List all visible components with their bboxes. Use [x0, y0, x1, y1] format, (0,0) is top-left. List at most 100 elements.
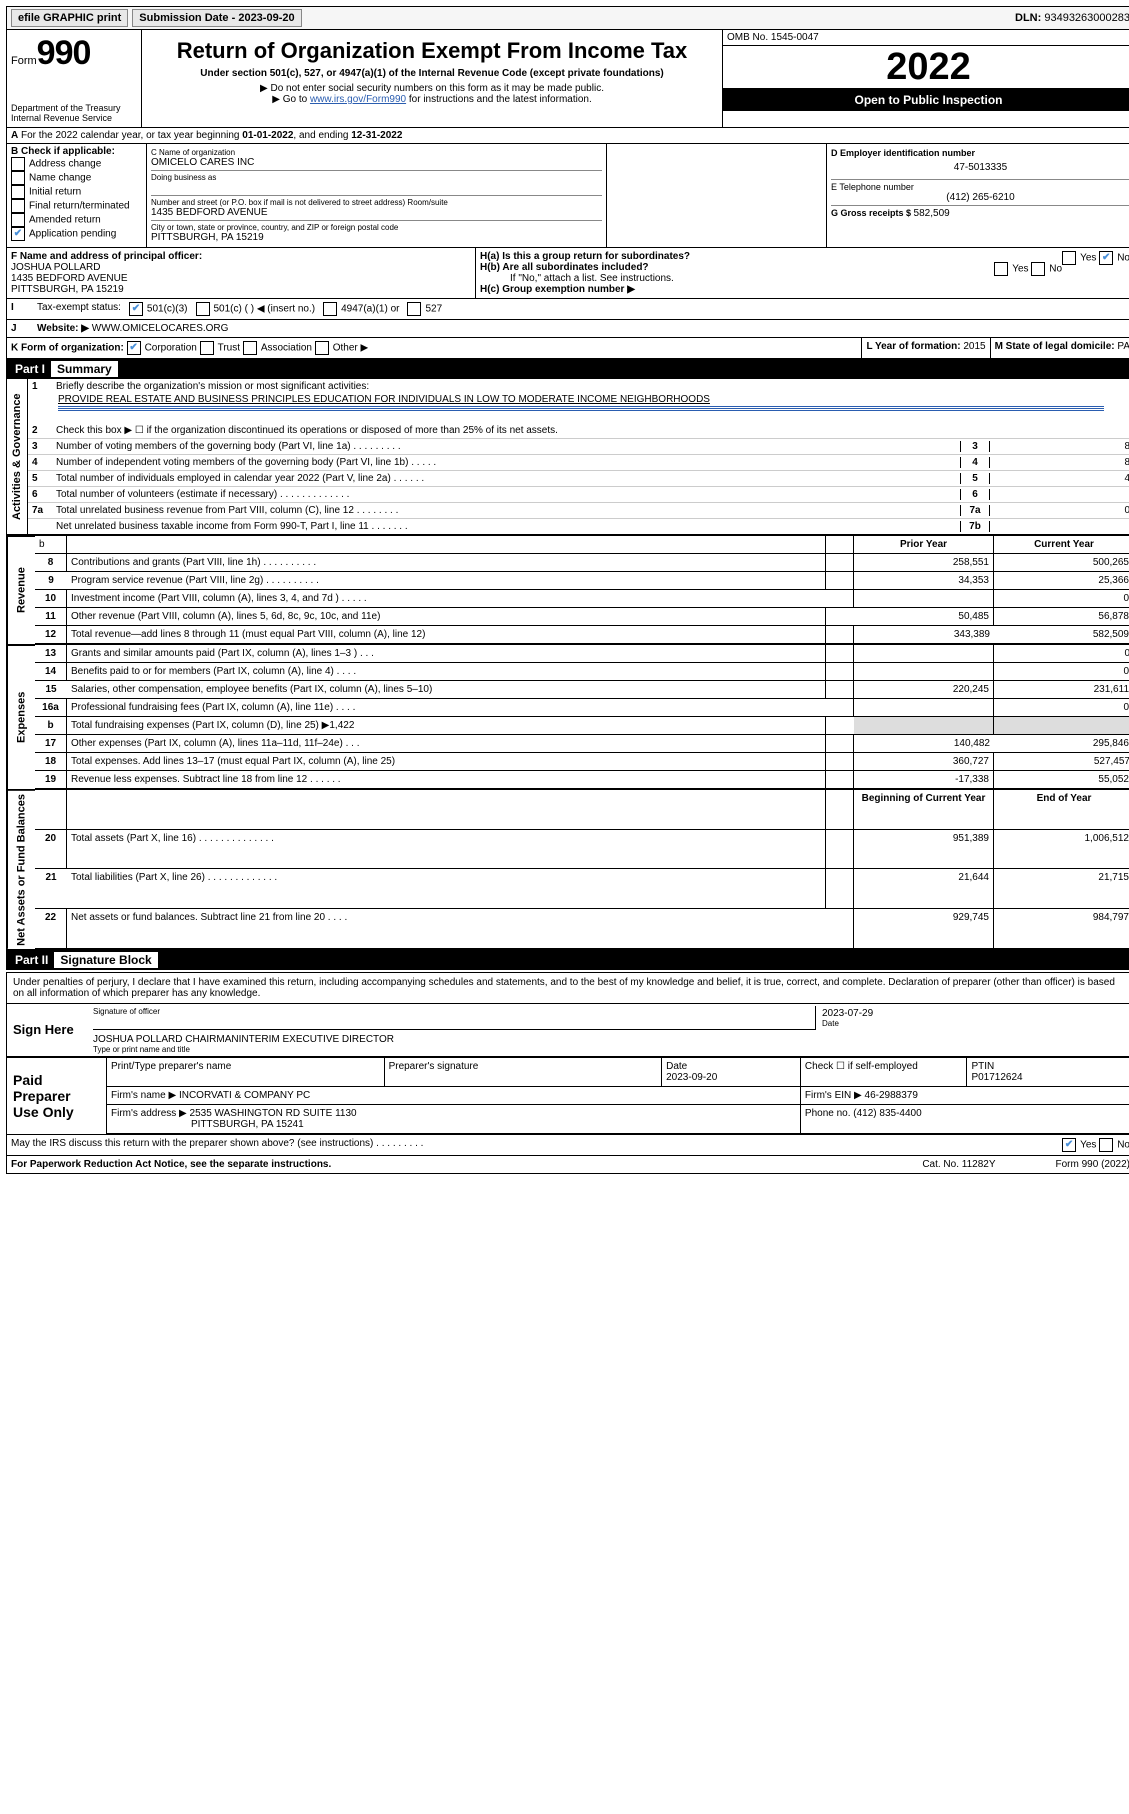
exp-py-16a [854, 699, 994, 717]
cb-501c3[interactable]: ✔501(c)(3) [125, 299, 192, 319]
c2: Preparer's signature [385, 1058, 663, 1087]
street-label: Number and street (or P.O. box if mail i… [151, 198, 602, 207]
exp-t-19: Revenue less expenses. Subtract line 18 … [67, 771, 826, 789]
cb-corp[interactable]: ✔ [127, 341, 141, 355]
rev-n-8: 8 [35, 554, 67, 572]
part2-header: Part IISignature Block [6, 950, 1129, 970]
net-py-22: 929,745 [854, 909, 994, 949]
firm-name: INCORVATI & COMPANY PC [179, 1090, 310, 1101]
dba-label: Doing business as [151, 173, 602, 182]
vlabel-gov: Activities & Governance [7, 379, 28, 534]
submission-date-button[interactable]: Submission Date - 2023-09-20 [132, 9, 301, 27]
b-label: B Check if applicable: [11, 146, 142, 157]
gov-line-5: Total number of individuals employed in … [56, 473, 960, 484]
gov-line-7a: Total unrelated business revenue from Pa… [56, 505, 960, 516]
name-lbl: Type or print name and title [93, 1045, 1128, 1054]
vlabel-rev: Revenue [7, 536, 35, 644]
efile-print-button[interactable]: efile GRAPHIC print [11, 9, 128, 27]
col-eoy: End of Year [994, 790, 1129, 830]
g-label: G Gross receipts $ [831, 208, 914, 218]
d-label: D Employer identification number [831, 148, 1129, 158]
gov-val- [990, 521, 1129, 532]
year-formation: 2015 [963, 341, 985, 352]
vlabel-net: Net Assets or Fund Balances [7, 790, 35, 949]
foot-c: Cat. No. 11282Y [922, 1159, 995, 1170]
domicile: PA [1117, 341, 1129, 352]
col-cy: Current Year [994, 536, 1129, 554]
officer-name-sig: JOSHUA POLLARD CHAIRMANINTERIM EXECUTIVE… [93, 1034, 1128, 1045]
firm-phone: (412) 835-4400 [853, 1108, 921, 1119]
net-py-21: 21,644 [854, 869, 994, 909]
cb-4947[interactable]: 4947(a)(1) or [319, 299, 403, 319]
cb-address[interactable]: Address change [11, 157, 142, 171]
exp-cy-19: 55,052 [994, 771, 1129, 789]
may-yes[interactable]: ✔ [1062, 1138, 1076, 1152]
irs-link[interactable]: www.irs.gov/Form990 [310, 94, 406, 105]
gov-val-5: 4 [990, 473, 1129, 484]
cb-assoc[interactable] [243, 341, 257, 355]
net-cy-22: 984,797 [994, 909, 1129, 949]
org-name: OMICELO CARES INC [151, 157, 602, 168]
net-t-22: Net assets or fund balances. Subtract li… [67, 909, 826, 949]
exp-t-b: Total fundraising expenses (Part IX, col… [67, 717, 826, 735]
rev-t-8: Contributions and grants (Part VIII, lin… [67, 554, 826, 572]
cb-initial[interactable]: Initial return [11, 185, 142, 199]
exp-n-15: 15 [35, 681, 67, 699]
cb-amended[interactable]: Amended return [11, 213, 142, 227]
cb-trust[interactable] [200, 341, 214, 355]
k-label: K Form of organization: [11, 343, 124, 354]
may-no[interactable] [1099, 1138, 1113, 1152]
rev-n-10: 10 [35, 590, 67, 608]
exp-cy-b [994, 717, 1129, 735]
gov-val-6 [990, 489, 1129, 500]
cb-other[interactable] [315, 341, 329, 355]
c3-lbl: Date [666, 1061, 687, 1072]
rev-cy-9: 25,366 [994, 572, 1129, 590]
city: PITTSBURGH, PA 15219 [151, 232, 602, 243]
section-b-grid: B Check if applicable: Address change Na… [6, 144, 1129, 248]
cb-pending[interactable]: ✔Application pending [11, 227, 142, 241]
cb-501c[interactable]: 501(c) ( ) ◀ (insert no.) [192, 299, 320, 319]
top-bar: efile GRAPHIC print Submission Date - 20… [6, 6, 1129, 30]
c5-lbl: PTIN [971, 1061, 994, 1072]
officer-addr2: PITTSBURGH, PA 15219 [11, 284, 471, 295]
gov-line-: Net unrelated business taxable income fr… [56, 521, 960, 532]
paid-preparer: Paid Preparer Use Only Print/Type prepar… [6, 1058, 1129, 1135]
city-label: City or town, state or province, country… [151, 223, 602, 232]
cb-final[interactable]: Final return/terminated [11, 199, 142, 213]
omb-number: OMB No. 1545-0047 [723, 30, 1129, 46]
foot-l: For Paperwork Reduction Act Notice, see … [11, 1159, 331, 1170]
gov-line-3: Number of voting members of the governin… [56, 441, 960, 452]
exp-t-18: Total expenses. Add lines 13–17 (must eq… [67, 753, 826, 771]
perjury-text: Under penalties of perjury, I declare th… [7, 973, 1129, 1004]
gov-val-3: 8 [990, 441, 1129, 452]
phone: (412) 265-6210 [831, 192, 1129, 203]
mission-a: PROVIDE REAL ESTATE AND BUSINESS PRINCIP… [58, 394, 710, 405]
c3-val: 2023-09-20 [666, 1072, 717, 1083]
net-t-20: Total assets (Part X, line 16) . . . . .… [67, 830, 826, 870]
form-number: Form990 [11, 34, 137, 73]
c4[interactable]: Check ☐ if self-employed [801, 1058, 968, 1087]
gov-val-4: 8 [990, 457, 1129, 468]
open-inspection: Open to Public Inspection [723, 89, 1129, 111]
sign-here-label: Sign Here [7, 1004, 87, 1056]
l2: Check this box ▶ ☐ if the organization d… [56, 425, 558, 436]
exp-n-b: b [35, 717, 67, 735]
section-a: A For the 2022 calendar year, or tax yea… [6, 128, 1129, 144]
rev-py-8: 258,551 [854, 554, 994, 572]
exp-t-13: Grants and similar amounts paid (Part IX… [67, 645, 826, 663]
rev-t-9: Program service revenue (Part VIII, line… [67, 572, 826, 590]
net-n-22: 22 [35, 909, 67, 949]
f-label: F Name and address of principal officer: [11, 251, 202, 262]
net-cy-21: 21,715 [994, 869, 1129, 909]
net-py-20: 951,389 [854, 830, 994, 870]
exp-py-14 [854, 663, 994, 681]
subtitle-3: ▶ Go to www.irs.gov/Form990 for instruct… [148, 94, 716, 105]
cb-527[interactable]: 527 [403, 299, 446, 319]
exp-py-15: 220,245 [854, 681, 994, 699]
exp-py-19: -17,338 [854, 771, 994, 789]
cb-name[interactable]: Name change [11, 171, 142, 185]
rev-t-10: Investment income (Part VIII, column (A)… [67, 590, 826, 608]
rev-py-12: 343,389 [854, 626, 994, 644]
rev-t-11: Other revenue (Part VIII, column (A), li… [67, 608, 826, 626]
